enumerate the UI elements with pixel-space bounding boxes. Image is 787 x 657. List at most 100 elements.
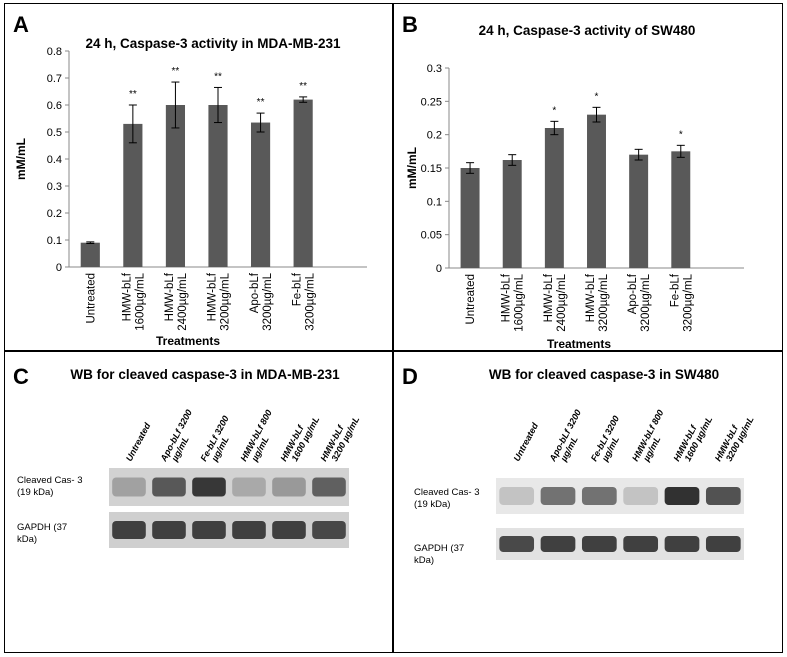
blot-row-label: (19 kDa) [17, 487, 53, 498]
significance-mark: ** [214, 71, 222, 82]
x-tick-label: 3200µg/mL [262, 272, 274, 330]
x-tick-label: 1600µg/mL [134, 272, 146, 330]
x-tick-label: HMW-bLf [164, 272, 176, 321]
panel-b: B 24 h, Caspase-3 activity of SW480 0 0.05 0… [393, 3, 783, 351]
blot-band [112, 521, 146, 539]
y-tick-label: 0.3 [427, 63, 442, 75]
blot-row-label: Cleaved Cas- 3 [17, 475, 82, 486]
blot-strip [496, 528, 744, 560]
blot-band [705, 536, 741, 552]
significance-mark: * [552, 105, 556, 116]
blot-band [192, 477, 226, 497]
blot-band [499, 487, 535, 505]
blot-strip [109, 512, 349, 548]
blot-band [152, 477, 186, 497]
blot-band [272, 521, 306, 539]
blot-row-label: GAPDH (37 [414, 543, 464, 554]
panel-letter: B [402, 12, 418, 37]
bar [629, 154, 649, 268]
blot-band [664, 487, 700, 505]
y-tick-label: 0.6 [47, 100, 62, 112]
significance-mark: ** [129, 89, 137, 100]
western-blot-sw480: D WB for cleaved caspase-3 in SW480 Untrea… [402, 364, 756, 566]
blot-row-label: kDa) [17, 534, 37, 545]
x-tick-label: 1600µg/mL [514, 273, 526, 331]
blot-band [312, 521, 346, 539]
caspase-chart-sw480: B 24 h, Caspase-3 activity of SW480 0 0.05 0… [402, 12, 744, 351]
y-tick-label: 0.5 [47, 127, 62, 139]
blot-band [540, 487, 576, 505]
x-axis-label: Treatments [547, 337, 611, 350]
blot-band [232, 477, 266, 497]
y-tick-label: 0.25 [421, 96, 442, 108]
bar [587, 114, 606, 269]
bar [502, 160, 522, 268]
y-tick-label: 0 [56, 262, 62, 274]
bar [671, 151, 691, 268]
x-tick-label: Untreated [85, 273, 97, 324]
blot-band [540, 536, 576, 552]
blot-band [581, 487, 617, 505]
x-tick-label: Fe-bLf [669, 273, 681, 307]
significance-mark: * [679, 129, 683, 140]
blot-band [705, 487, 741, 505]
lane-label: Untreated [124, 421, 153, 463]
x-tick-label: 2400µg/mL [556, 273, 568, 331]
blot-row-label: (19 kDa) [414, 499, 450, 510]
panel-d: D WB for cleaved caspase-3 in SW480 Untrea… [393, 351, 783, 653]
y-tick-label: 0.1 [47, 235, 62, 247]
panel-letter: A [13, 12, 29, 37]
x-tick-label: 2400µg/mL [177, 272, 189, 330]
blot-row-label: GAPDH (37 [17, 522, 67, 533]
significance-mark: ** [172, 66, 180, 77]
bar [208, 105, 228, 267]
x-tick-label: Fe-bLf [292, 272, 304, 306]
blot-row-label: kDa) [414, 555, 434, 566]
bar [80, 242, 100, 267]
x-tick-label: Untreated [465, 274, 477, 325]
significance-mark: * [595, 91, 599, 102]
y-tick-label: 0.3 [47, 181, 62, 193]
blot-band [312, 477, 346, 497]
blot-band [623, 487, 659, 505]
y-tick-label: 0.15 [421, 163, 442, 175]
significance-mark: ** [257, 97, 265, 108]
x-tick-label: HMW-bLf [543, 273, 555, 322]
y-tick-label: 0.05 [421, 230, 442, 242]
x-tick-label: 3200µg/mL [220, 272, 232, 330]
x-tick-label: 3200µg/mL [598, 273, 610, 331]
x-tick-label: Apo-bLf [249, 272, 261, 313]
blot-strip [496, 478, 744, 514]
panel-letter: C [13, 364, 29, 389]
blot-band [152, 521, 186, 539]
blot-band [499, 536, 535, 552]
blot-band [664, 536, 700, 552]
panel-c: C WB for cleaved caspase-3 in MDA-MB-231 U… [4, 351, 393, 653]
bar [250, 122, 271, 267]
blot-band [112, 477, 146, 497]
x-tick-label: HMW-bLf [501, 273, 513, 322]
caspase-chart-mda: A 24 h, Caspase-3 activity in MDA-MB-231 0… [13, 12, 367, 348]
blot-band [623, 536, 659, 552]
blot-band [581, 536, 617, 552]
panel-letter: D [402, 364, 418, 389]
x-tick-label: HMW-bLf [207, 272, 219, 321]
x-tick-label: 3200µg/mL [305, 272, 317, 330]
bar [544, 128, 564, 268]
blot-band [272, 477, 306, 497]
x-tick-label: 3200µg/mL [640, 273, 652, 331]
y-tick-label: 0.2 [47, 208, 62, 220]
bar [123, 123, 143, 268]
blot-row-label: Cleaved Cas- 3 [414, 487, 479, 498]
x-tick-label: HMW-bLf [585, 273, 597, 322]
panel-a: A 24 h, Caspase-3 activity in MDA-MB-231 0… [4, 3, 393, 351]
blot-title: WB for cleaved caspase-3 in MDA-MB-231 [70, 367, 340, 382]
bar [165, 105, 186, 267]
chart-title: 24 h, Caspase-3 activity in MDA-MB-231 [85, 36, 341, 51]
blot-strip [109, 468, 349, 506]
y-axis-label: mM/mL [14, 138, 28, 180]
y-tick-label: 0.2 [427, 130, 442, 142]
blot-band [232, 521, 266, 539]
chart-title: 24 h, Caspase-3 activity of SW480 [479, 23, 696, 38]
bar [460, 168, 480, 268]
